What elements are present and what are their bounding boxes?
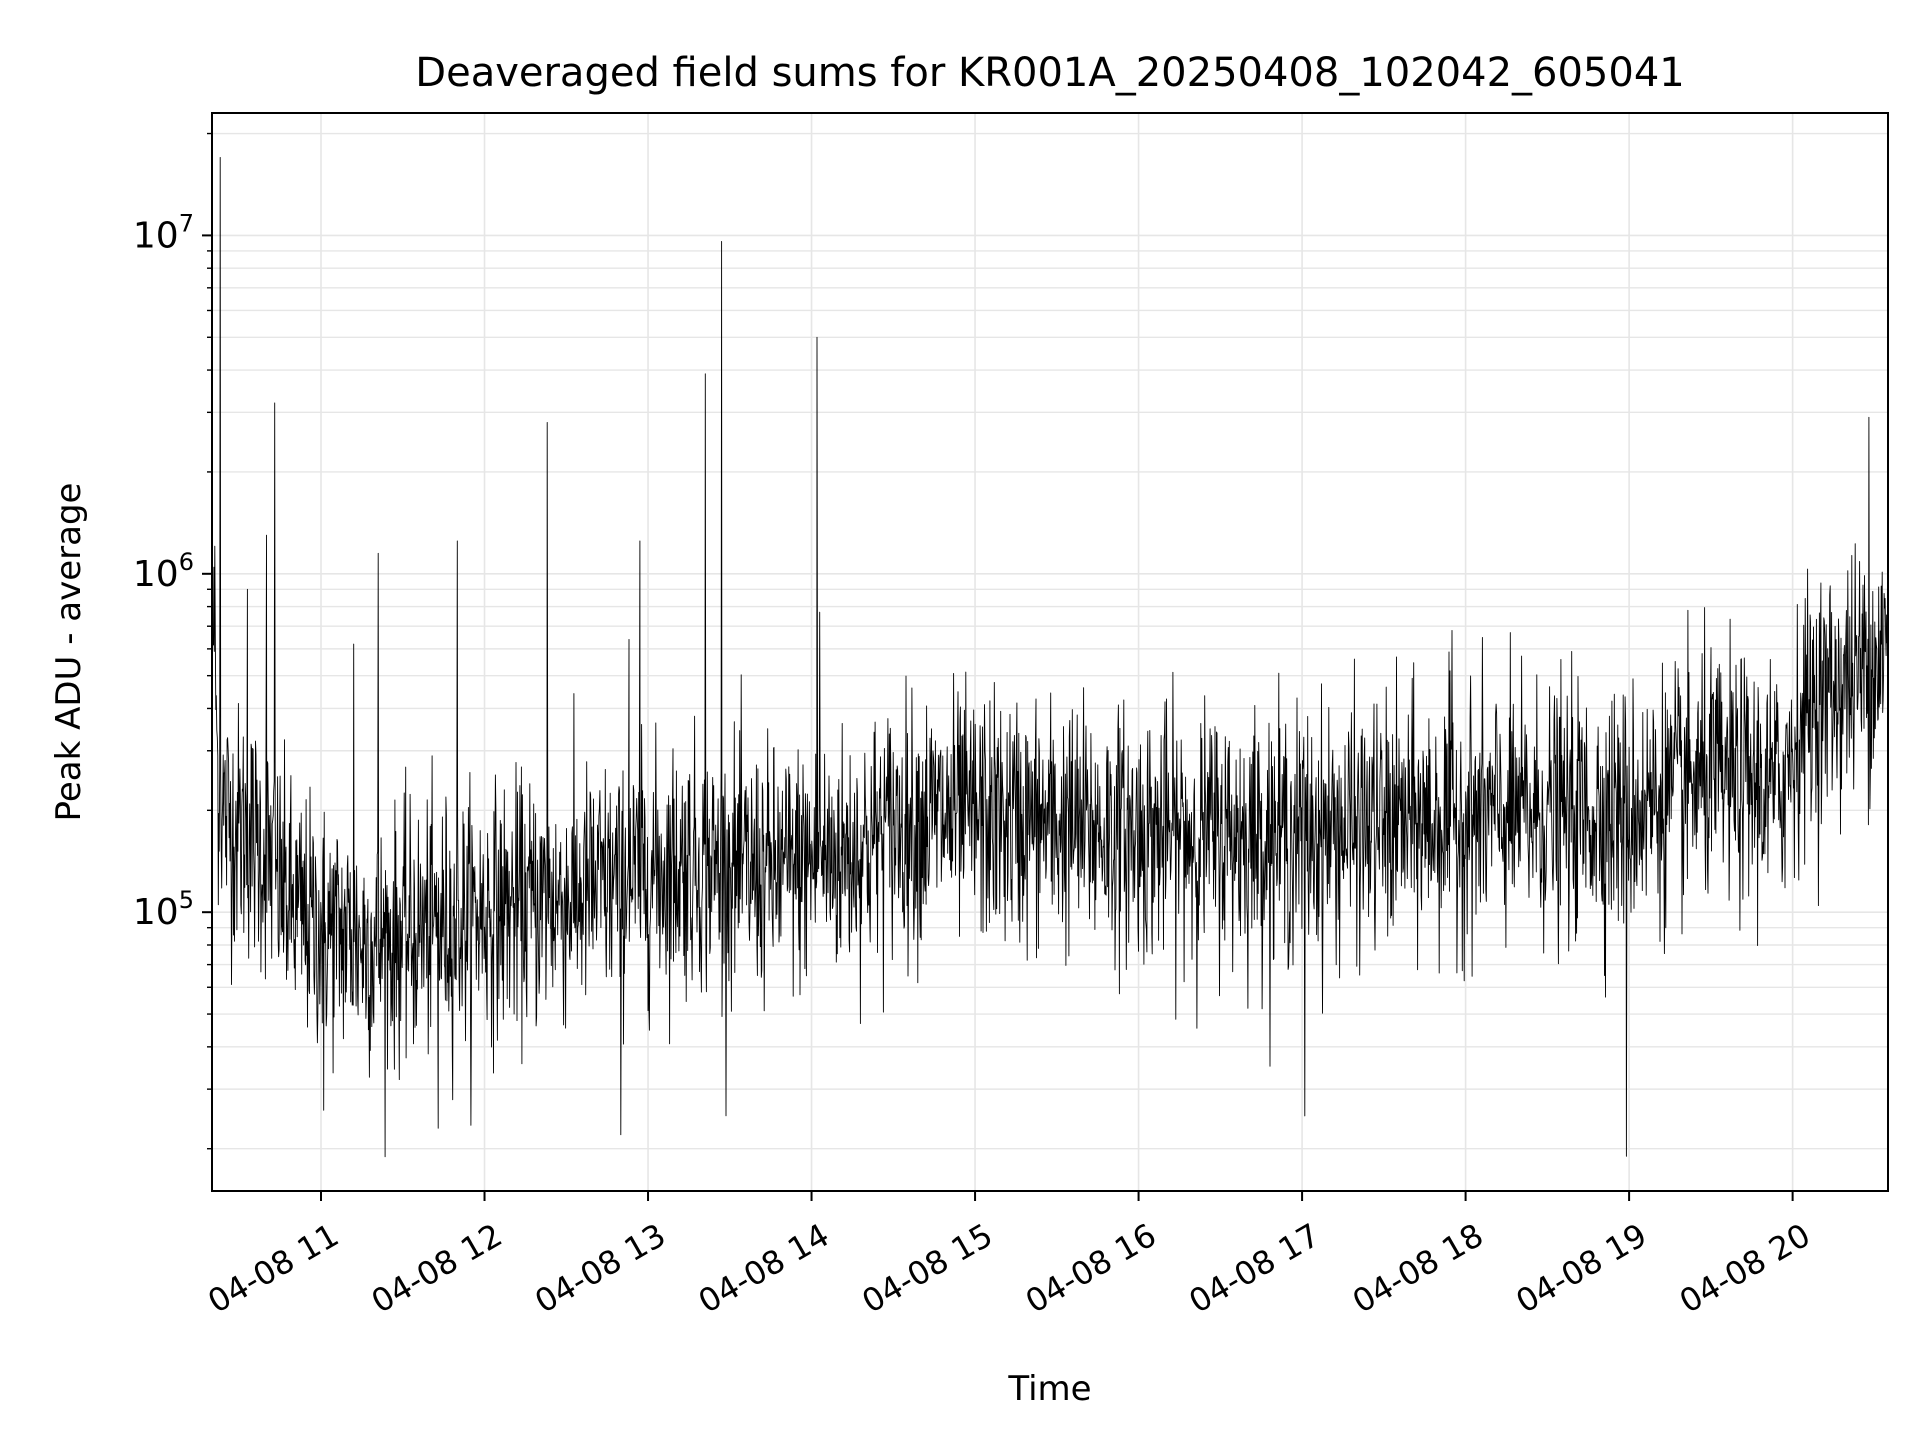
x-tick-label: 04-08 14 xyxy=(692,1216,836,1321)
x-tick-label: 04-08 11 xyxy=(201,1216,345,1321)
x-tick-label: 04-08 18 xyxy=(1346,1216,1490,1321)
x-tick-label: 04-08 12 xyxy=(365,1216,509,1321)
x-tick-label: 04-08 16 xyxy=(1019,1216,1163,1321)
y-tick-label: 105 xyxy=(133,886,194,933)
x-tick-label: 04-08 15 xyxy=(855,1216,999,1321)
grid xyxy=(212,113,1888,1191)
x-tick-label: 04-08 17 xyxy=(1182,1216,1326,1321)
y-tick-label: 106 xyxy=(133,548,194,595)
series-line xyxy=(212,156,1888,1158)
x-axis-label: Time xyxy=(1007,1369,1091,1409)
y-tick-label: 107 xyxy=(133,209,194,256)
x-tick-label: 04-08 19 xyxy=(1510,1216,1654,1321)
y-axis-label: Peak ADU - average xyxy=(49,483,89,822)
chart-title: Deaveraged field sums for KR001A_2025040… xyxy=(415,50,1684,96)
x-tick-label: 04-08 20 xyxy=(1673,1216,1817,1321)
x-tick-label: 04-08 13 xyxy=(528,1216,672,1321)
plot-frame xyxy=(211,112,1889,1192)
y-axis: 105 106 107 xyxy=(133,132,212,1150)
series-layer xyxy=(212,156,1888,1158)
x-axis: 04-08 11 04-08 12 04-08 13 04-08 14 04-08 15… xyxy=(201,1191,1817,1321)
